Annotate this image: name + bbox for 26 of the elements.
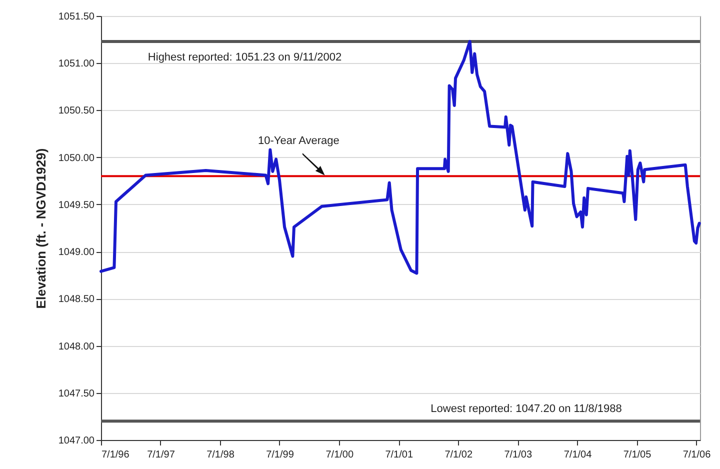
y-tick-label: 1050.00 bbox=[58, 152, 95, 164]
ref-line-label: Highest reported: 1051.23 on 9/11/2002 bbox=[148, 51, 342, 64]
x-tick-label: 7/1/00 bbox=[326, 450, 354, 460]
ref-line-label: 10-Year Average bbox=[258, 135, 340, 148]
x-tick-label: 7/1/97 bbox=[147, 450, 176, 460]
ref-line-label: Lowest reported: 1047.20 on 11/8/1988 bbox=[430, 403, 622, 416]
x-tick-label: 7/1/96 bbox=[102, 450, 130, 460]
y-tick-label: 1047.00 bbox=[58, 436, 95, 446]
x-tick-label: 7/1/04 bbox=[564, 450, 592, 460]
y-tick-label: 1051.00 bbox=[58, 58, 95, 70]
y-tick-label: 1047.50 bbox=[58, 388, 95, 400]
y-tick-label: 1050.50 bbox=[58, 106, 95, 117]
x-tick-label: 7/1/98 bbox=[206, 450, 235, 460]
x-tick-label: 7/1/99 bbox=[266, 450, 294, 460]
y-tick-label: 1051.50 bbox=[58, 12, 95, 22]
x-tick-label: 7/1/01 bbox=[385, 450, 414, 460]
x-tick-label: 7/1/03 bbox=[504, 450, 532, 460]
x-tick-label: 7/1/06 bbox=[682, 450, 712, 460]
x-tick-label: 7/1/05 bbox=[623, 450, 652, 460]
y-tick-label: 1048.00 bbox=[58, 341, 95, 352]
y-axis-title: Elevation (ft. - NGVD1929) bbox=[33, 148, 48, 309]
y-tick-label: 1049.00 bbox=[58, 247, 95, 258]
line-series bbox=[100, 40, 701, 275]
x-tick-label: 7/1/02 bbox=[444, 450, 473, 460]
y-tick-label: 1049.50 bbox=[58, 200, 95, 211]
y-tick-label: 1048.50 bbox=[58, 294, 95, 306]
